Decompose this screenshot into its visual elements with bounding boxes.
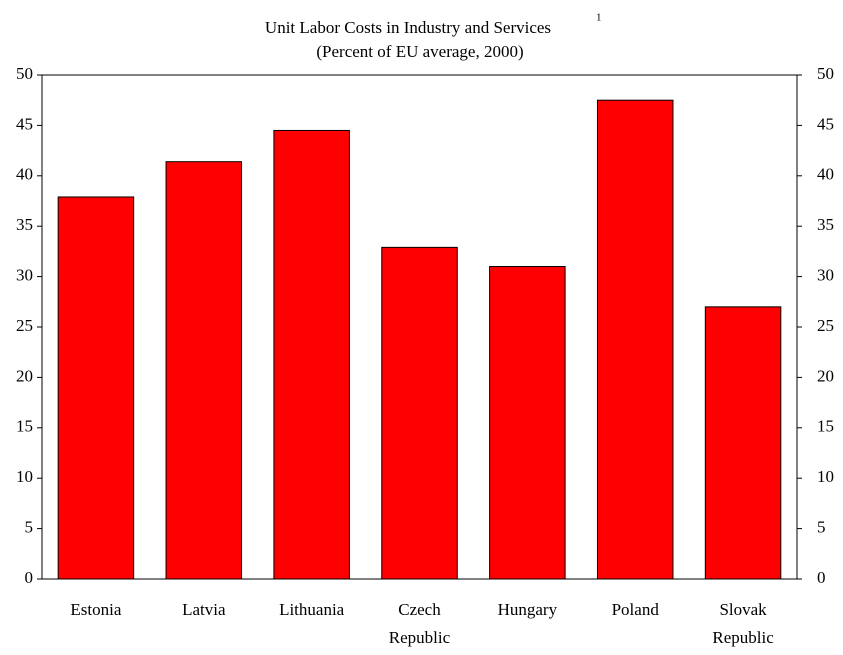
y-tick-label: 5 [25,518,34,537]
y-tick-label: 40 [16,165,33,184]
bar [704,306,782,580]
x-tick-label: Czech Republic [389,600,451,647]
x-tick-label: Estonia [70,600,121,619]
bar [273,129,350,580]
x-tick-label: Latvia [182,600,226,619]
y-tick-label: 15 [16,417,33,436]
y-tick-label: 20 [16,366,33,385]
y2-tick-label: 35 [817,215,834,234]
y2-tick-label: 20 [817,366,834,385]
y-tick-label: 50 [16,64,33,83]
bar [381,246,458,580]
chart-title: Unit Labor Costs in Industry and Service… [265,18,551,37]
y2-tick-label: 30 [817,266,834,285]
y2-tick-label: 50 [817,64,834,83]
chart-subtitle: (Percent of EU average, 2000) [316,42,523,61]
y-tick-label: 45 [16,114,33,133]
bar [489,266,566,580]
y-tick-label: 35 [16,215,33,234]
y2-tick-label: 5 [817,518,826,537]
y2-tick-label: 40 [817,165,834,184]
x-tick-label: Slovak Republic [712,600,774,647]
x-tick-label: Poland [612,600,660,619]
bar [596,99,674,580]
y2-tick-label: 15 [817,417,834,436]
x-tick-label: Lithuania [279,600,345,619]
y-tick-label: 10 [16,467,33,486]
bar [57,196,135,580]
y-tick-label: 30 [16,266,33,285]
y2-tick-label: 10 [817,467,834,486]
y2-tick-label: 45 [817,114,834,133]
x-tick-label: Hungary [498,600,558,619]
y-tick-label: 25 [16,316,33,335]
y2-tick-label: 25 [817,316,834,335]
y2-tick-label: 0 [817,568,826,587]
bar [165,161,243,580]
y-tick-label: 0 [25,568,34,587]
title-footnote: 1 [596,12,602,24]
